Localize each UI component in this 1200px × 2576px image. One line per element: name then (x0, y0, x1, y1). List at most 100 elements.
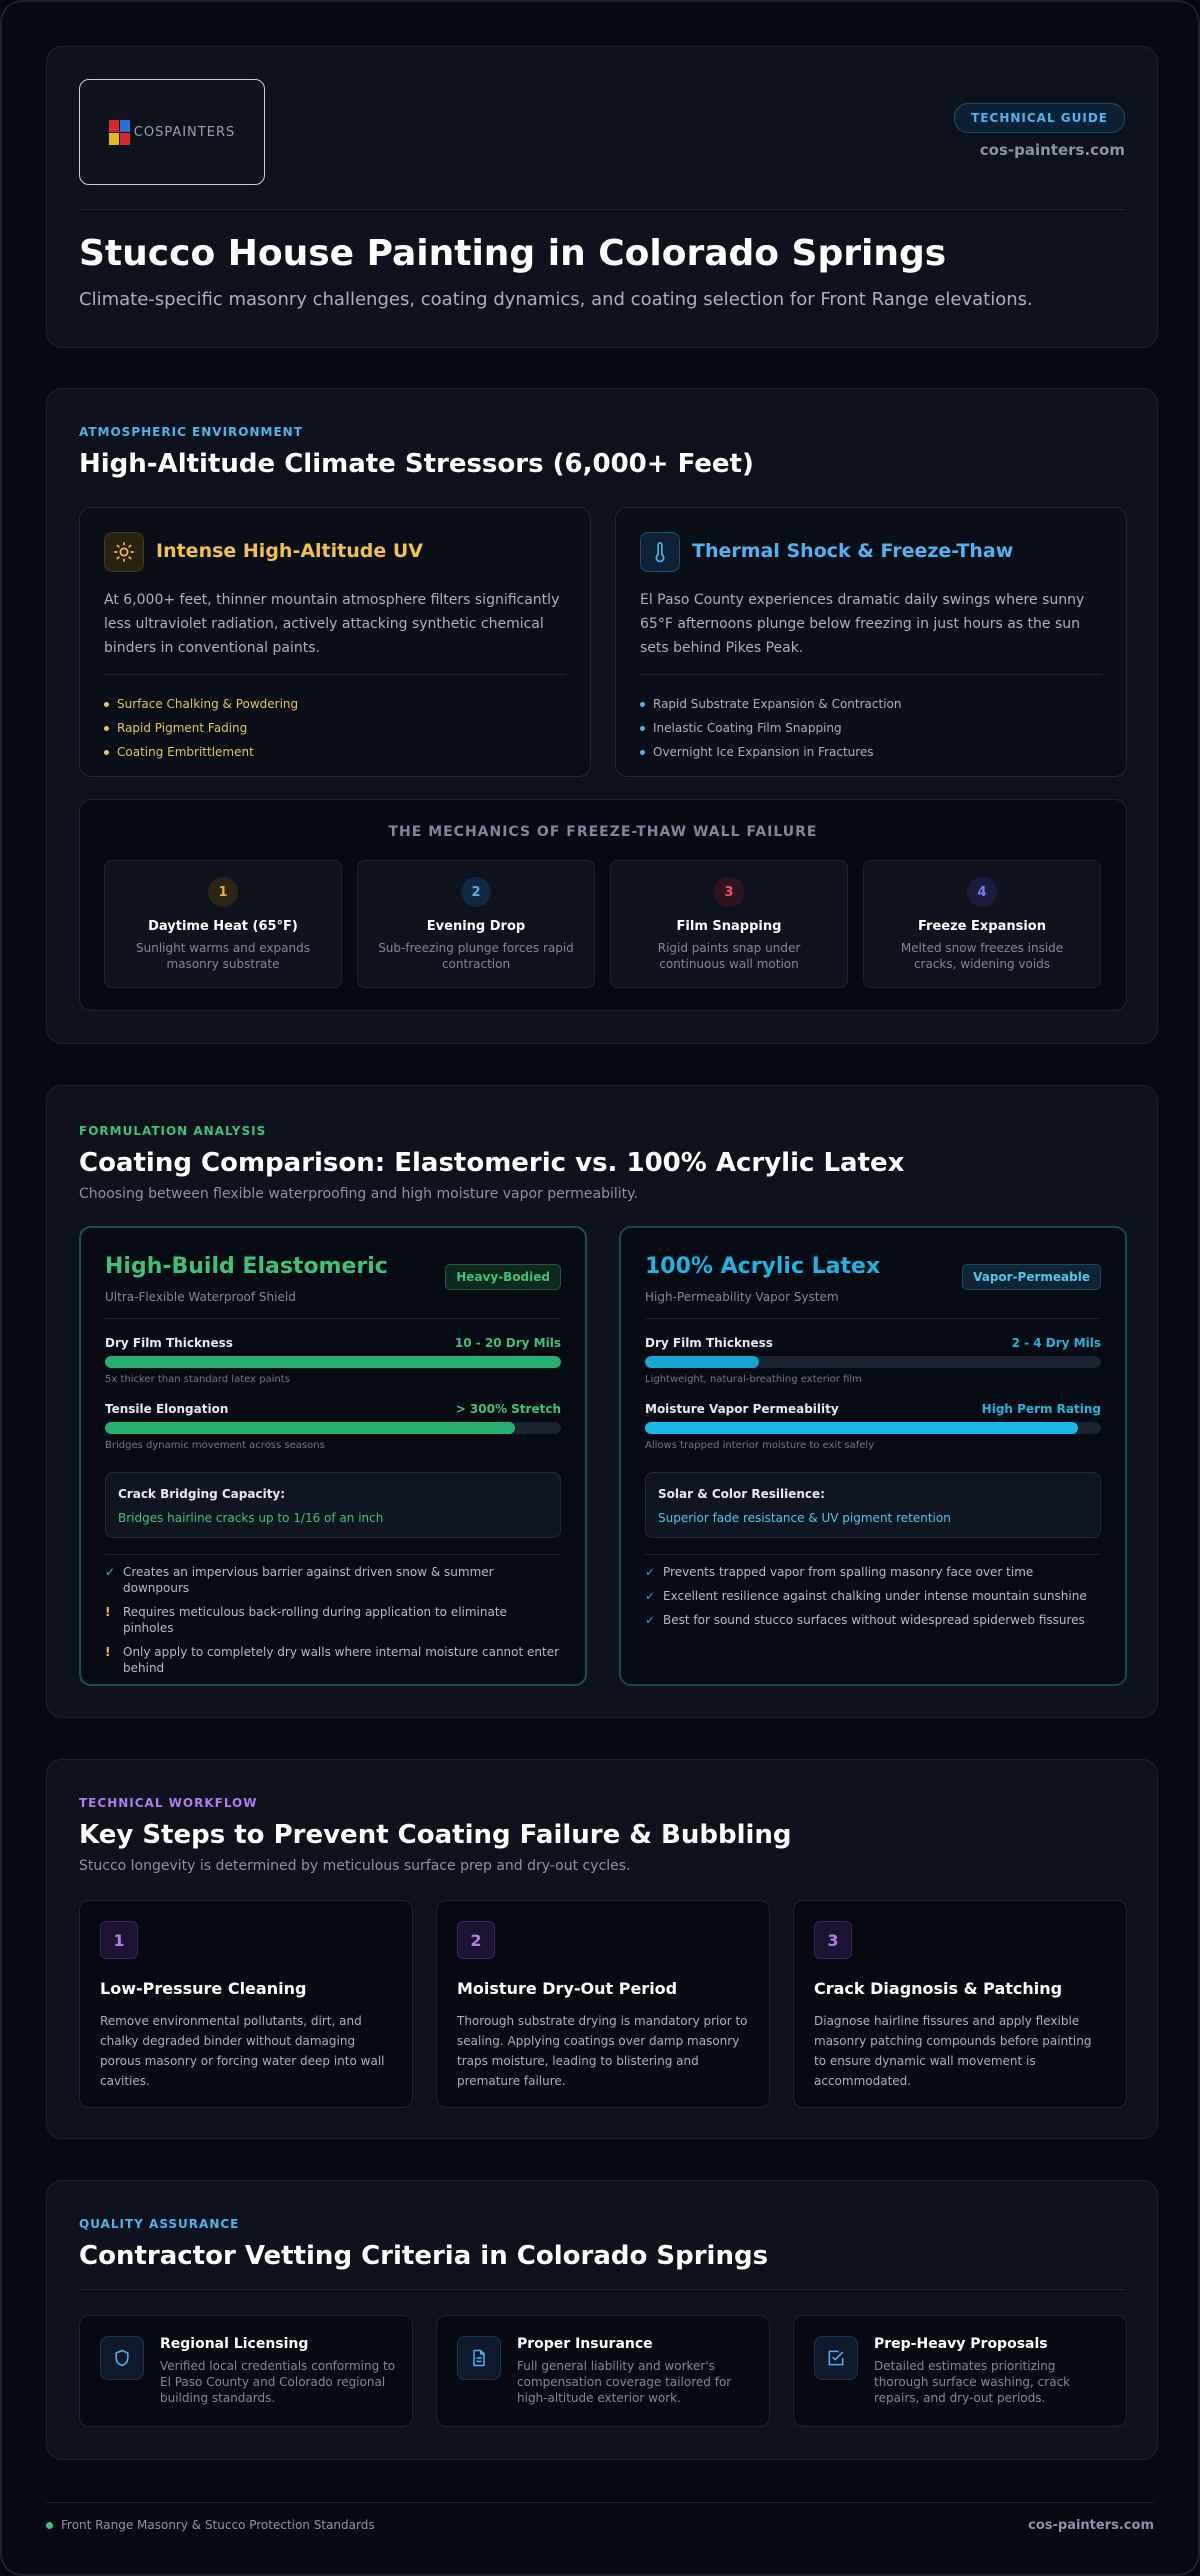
note-item: ! Requires meticulous back-rolling during… (105, 1605, 507, 1635)
step-number: 2 (461, 877, 491, 907)
footer-divider (46, 2502, 1154, 2503)
acrylic-notes: ✓ Prevents trapped vapor from spalling ma… (645, 1564, 1101, 1636)
metric-value: > 300% Stretch (455, 1402, 561, 1416)
step-title: Freeze Expansion (918, 919, 1046, 934)
vetting-section: QUALITY ASSURANCE Contractor Vetting Cri… (46, 2180, 1158, 2460)
step-description: Thorough substrate drying is mandatory p… (457, 2014, 748, 2088)
elastomeric-title: High-Build Elastomeric (105, 1254, 388, 1279)
coating-title: Coating Comparison: Elastomeric vs. 100%… (79, 1148, 905, 1178)
metric-bar (105, 1356, 561, 1368)
workflow-step: 2 Moisture Dry-Out Period Thorough subst… (436, 1900, 770, 2108)
page-subtitle: Climate-specific masonry challenges, coa… (79, 289, 1033, 310)
coating-eyebrow: FORMULATION ANALYSIS (79, 1124, 267, 1138)
status-dot-icon (46, 2521, 53, 2529)
vetting-divider (79, 2289, 1125, 2290)
uv-bullet: Surface Chalking & Powdering (104, 692, 298, 716)
step-number: 2 (457, 1921, 495, 1959)
metric-note: Bridges dynamic movement across seasons (105, 1440, 325, 1451)
vetting-item-title: Proper Insurance (517, 2336, 653, 2352)
acrylic-panel: 100% Acrylic Latex High-Permeability Vap… (619, 1226, 1127, 1686)
technical-guide-badge: TECHNICAL GUIDE (954, 103, 1125, 133)
warning-icon: ! (105, 1645, 111, 1659)
vapor-permeable-badge: Vapor-Permeable (962, 1264, 1101, 1290)
acrylic-subtitle: High-Permeability Vapor System (645, 1290, 839, 1304)
climate-eyebrow: ATMOSPHERIC ENVIRONMENT (79, 425, 303, 439)
footer-standards: Front Range Masonry & Stucco Protection … (46, 2518, 375, 2532)
metric-label: Dry Film Thickness (105, 1336, 233, 1350)
vetting-eyebrow: QUALITY ASSURANCE (79, 2217, 240, 2231)
check-icon: ✓ (645, 1565, 656, 1579)
metric-bar-fill (645, 1422, 1079, 1434)
crack-bridging-box: Crack Bridging Capacity: Bridges hairlin… (105, 1472, 561, 1538)
panel-divider (105, 1554, 561, 1555)
note-item: ✓ Creates an impervious barrier against d… (105, 1565, 494, 1595)
elastomeric-notes: ✓ Creates an impervious barrier against d… (105, 1564, 561, 1684)
workflow-subtitle: Stucco longevity is determined by meticu… (79, 1858, 631, 1874)
vetting-item-description: Verified local credentials conforming to… (160, 2359, 396, 2405)
checkbox-icon (814, 2336, 858, 2380)
dry-film-thickness-metric: Dry Film Thickness 2 - 4 Dry Mils Lightwe… (645, 1336, 1101, 1385)
uv-bullets: Surface Chalking & Powdering Rapid Pigme… (104, 692, 298, 764)
vetting-item-title: Prep-Heavy Proposals (874, 2336, 1048, 2352)
coating-subtitle: Choosing between flexible waterproofing … (79, 1186, 638, 1202)
elastomeric-panel: High-Build Elastomeric Ultra-Flexible Wa… (79, 1226, 587, 1686)
vetting-title: Contractor Vetting Criteria in Colorado … (79, 2241, 769, 2271)
note-item: ✓ Best for sound stucco surfaces without … (645, 1613, 1085, 1627)
logo[interactable]: COSPAINTERS (79, 79, 265, 185)
step-title: Film Snapping (676, 919, 782, 934)
step-description: Diagnose hairline fissures and apply fle… (814, 2014, 1092, 2088)
step-description: Sunlight warms and expands masonry subst… (136, 941, 310, 971)
metric-bar-fill (105, 1356, 561, 1368)
step-title: Low-Pressure Cleaning (100, 1979, 307, 1998)
step-number: 1 (100, 1921, 138, 1959)
step-number: 3 (714, 877, 744, 907)
mechanics-step: 1 Daytime Heat (65°F) Sunlight warms and… (104, 860, 342, 988)
header-divider (79, 209, 1125, 210)
tensile-elongation-metric: Tensile Elongation > 300% Stretch Bridges… (105, 1402, 561, 1451)
step-description: Sub-freezing plunge forces rapid contrac… (378, 941, 574, 971)
uv-bullet: Coating Embrittlement (104, 740, 298, 764)
note-item: ✓ Excellent resilience against chalking u… (645, 1589, 1087, 1603)
panel-divider (105, 1318, 561, 1319)
sun-icon (104, 532, 144, 572)
mechanics-step: 2 Evening Drop Sub-freezing plunge force… (357, 860, 595, 988)
metric-bar (645, 1422, 1101, 1434)
thermal-bullet: Inelastic Coating Film Snapping (640, 716, 901, 740)
step-description: Rigid paints snap under continuous wall … (657, 941, 801, 971)
uv-divider (104, 674, 566, 675)
warning-icon: ! (105, 1605, 111, 1619)
panel-divider (645, 1318, 1101, 1319)
box-label: Crack Bridging Capacity: (118, 1487, 286, 1501)
panel-divider (645, 1554, 1101, 1555)
metric-bar-fill (105, 1422, 516, 1434)
coating-comparison-section: FORMULATION ANALYSIS Coating Comparison:… (46, 1085, 1158, 1718)
mechanics-step: 3 Film Snapping Rigid paints snap under … (610, 860, 848, 988)
step-number: 1 (208, 877, 238, 907)
step-number: 4 (967, 877, 997, 907)
note-item: ✓ Prevents trapped vapor from spalling ma… (645, 1565, 1034, 1579)
logo-mark-icon (108, 119, 130, 145)
vetting-item-title: Regional Licensing (160, 2336, 309, 2352)
metric-bar (645, 1356, 1101, 1368)
box-value: Superior fade resistance & UV pigment re… (658, 1511, 951, 1525)
metric-label: Moisture Vapor Permeability (645, 1402, 839, 1416)
step-number: 3 (814, 1921, 852, 1959)
thermal-description: El Paso County experiences dramatic dail… (640, 592, 1085, 656)
uv-bullet: Rapid Pigment Fading (104, 716, 298, 740)
workflow-section: TECHNICAL WORKFLOW Key Steps to Prevent … (46, 1759, 1158, 2139)
mechanics-step: 4 Freeze Expansion Melted snow freezes i… (863, 860, 1101, 988)
step-title: Crack Diagnosis & Patching (814, 1979, 1063, 1998)
vetting-item-description: Full general liability and worker's comp… (517, 2359, 732, 2405)
metric-label: Dry Film Thickness (645, 1336, 773, 1350)
elastomeric-subtitle: Ultra-Flexible Waterproof Shield (105, 1290, 296, 1304)
header-domain[interactable]: cos-painters.com (979, 141, 1125, 159)
vapor-permeability-metric: Moisture Vapor Permeability High Perm Rat… (645, 1402, 1101, 1451)
workflow-step: 3 Crack Diagnosis & Patching Diagnose ha… (793, 1900, 1127, 2108)
metric-note: Lightweight, natural-breathing exterior … (645, 1374, 862, 1385)
thermometer-icon (640, 532, 680, 572)
footer-domain[interactable]: cos-painters.com (1028, 2518, 1154, 2533)
step-title: Daytime Heat (65°F) (148, 919, 298, 934)
solar-resilience-box: Solar & Color Resilience: Superior fade … (645, 1472, 1101, 1538)
dry-film-thickness-metric: Dry Film Thickness 10 - 20 Dry Mils 5x th… (105, 1336, 561, 1385)
vetting-item: Prep-Heavy Proposals Detailed estimates … (793, 2315, 1127, 2427)
